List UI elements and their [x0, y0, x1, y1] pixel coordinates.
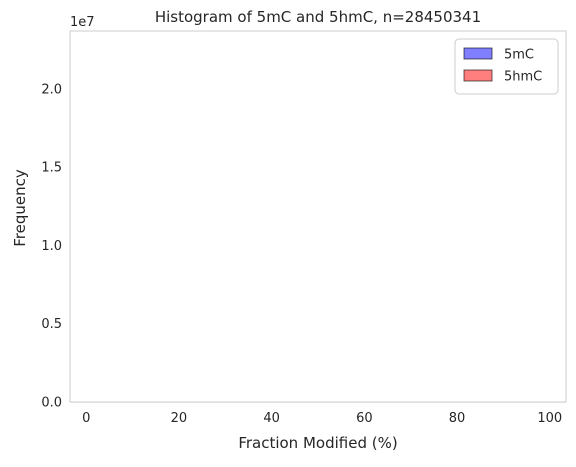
legend-label-5hmC: 5hmC	[504, 70, 542, 85]
x-tick-label-3: 60	[356, 411, 373, 426]
x-tick-label-4: 80	[449, 411, 466, 426]
y-tick-label-3: 1.5	[41, 161, 62, 176]
legend-swatch-5hmC	[464, 70, 492, 81]
y-axis-label: Frequency	[11, 169, 29, 247]
y-tick-label-2: 1.0	[41, 239, 62, 254]
x-tick-label-2: 40	[263, 411, 280, 426]
legend-label-5mC: 5mC	[504, 48, 534, 63]
x-axis-label: Fraction Modified (%)	[238, 434, 397, 452]
y-tick-label-1: 0.5	[41, 317, 62, 332]
legend: 5mC 5hmC	[455, 39, 558, 94]
x-tick-label-5: 100	[537, 411, 562, 426]
legend-swatch-5mC	[464, 48, 492, 59]
y-tick-label-0: 0.0	[41, 396, 62, 411]
x-tick-label-1: 20	[171, 411, 188, 426]
y-tick-label-4: 2.0	[41, 82, 62, 97]
y-scale-label: 1e7	[70, 15, 95, 30]
x-tick-label-0: 0	[82, 411, 90, 426]
chart-title: Histogram of 5mC and 5hmC, n=28450341	[155, 8, 481, 26]
